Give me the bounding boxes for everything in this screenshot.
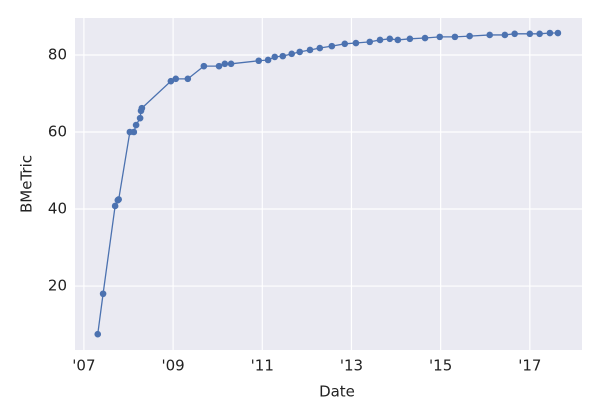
point (352, 39, 360, 47)
point (296, 48, 304, 56)
point (511, 30, 518, 38)
point (451, 33, 459, 41)
point (486, 31, 493, 39)
point (264, 56, 272, 64)
x-tick-label: '11 (251, 357, 274, 375)
point (184, 75, 192, 83)
point (215, 62, 223, 70)
point (394, 36, 402, 44)
y-tick-label: 20 (48, 277, 67, 295)
point (421, 34, 429, 42)
point (255, 57, 263, 65)
y-tick-label: 40 (48, 200, 67, 218)
point (94, 330, 102, 338)
x-tick-label: '13 (340, 357, 363, 375)
point (436, 33, 444, 41)
x-axis-label: Date (319, 383, 355, 401)
point (279, 52, 287, 60)
point (554, 29, 562, 37)
point (536, 30, 543, 38)
point (341, 40, 349, 48)
point (172, 75, 180, 83)
point (167, 77, 175, 85)
point (138, 104, 146, 112)
point (546, 29, 554, 37)
x-tick-label: '09 (161, 357, 184, 375)
point (376, 36, 384, 44)
point (221, 60, 229, 68)
point (115, 196, 122, 203)
point (386, 35, 394, 43)
point (130, 128, 138, 136)
point (466, 32, 473, 40)
point (132, 121, 140, 129)
point (111, 202, 119, 210)
x-tick-label: '15 (429, 357, 452, 375)
y-tick-label: 60 (48, 123, 67, 141)
point (406, 35, 414, 43)
y-axis-label: BMeTric (18, 155, 36, 213)
point (136, 114, 144, 122)
y-tick-label: 80 (48, 45, 67, 63)
point (306, 46, 314, 54)
point (526, 30, 534, 38)
point (288, 50, 296, 58)
point (227, 60, 235, 68)
point (316, 44, 324, 52)
point (99, 290, 107, 298)
point (328, 42, 336, 50)
point (271, 53, 279, 61)
point (366, 38, 374, 46)
point (501, 31, 509, 39)
x-tick-label: '17 (518, 357, 541, 375)
plot-area (75, 18, 582, 350)
x-tick-label: '07 (72, 357, 95, 375)
point (200, 62, 208, 70)
